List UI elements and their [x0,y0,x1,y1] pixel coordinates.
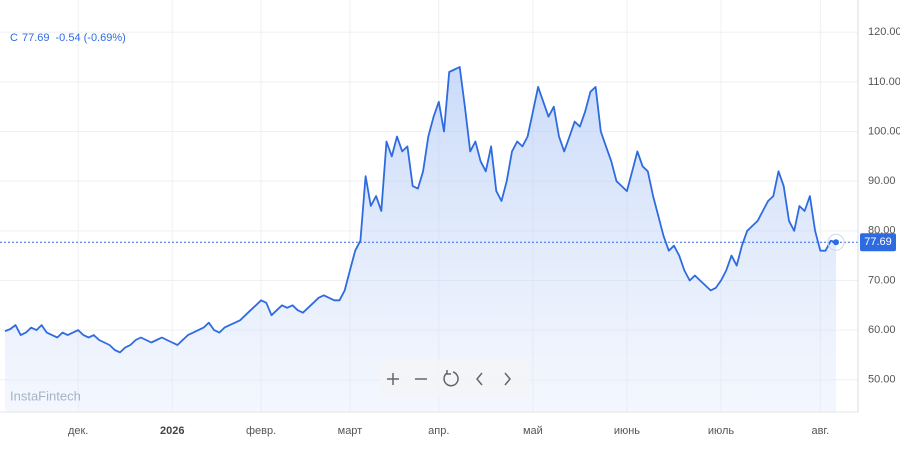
x-tick-label: июль [708,425,735,437]
x-tick-label: март [338,425,363,437]
header: C 77.69 -0.54 (-0.69%) [10,32,126,44]
symbol: C [10,32,18,44]
scroll-right-button[interactable] [504,372,511,386]
x-tick-label: июнь [614,425,640,437]
y-tick-label: 90.00 [868,175,896,187]
x-tick-label: 2026 [160,425,184,437]
y-tick-label: 70.00 [868,274,896,286]
toolbar-bg [380,360,530,398]
x-tick-label: май [523,425,543,437]
scroll-left-button[interactable] [476,372,483,386]
y-tick-label: 120.00 [868,26,900,38]
change: -0.54 (-0.69%) [55,32,125,44]
last-price-badge [860,233,896,252]
y-tick-label: 100.00 [868,125,900,137]
price-line [4,66,837,354]
y-tick-label: 60.00 [868,324,896,336]
last-point [833,239,839,246]
toolbar [380,360,530,398]
y-tick-label: 50.00 [868,374,896,386]
watermark: InstaFintech [10,388,81,403]
zoom-in-button[interactable] [387,373,399,385]
x-tick-label: авг. [811,425,829,437]
reset-button[interactable] [443,370,459,387]
x-tick-label: февр. [246,425,276,437]
y-tick-label: 110.00 [868,76,900,88]
area [5,67,836,412]
x-tick-label: дек. [68,425,88,437]
price: 77.69 [22,32,50,44]
last-point-halo [827,233,845,251]
x-tick-label: апр. [428,425,449,437]
last-price-label: 77.69 [864,236,892,248]
